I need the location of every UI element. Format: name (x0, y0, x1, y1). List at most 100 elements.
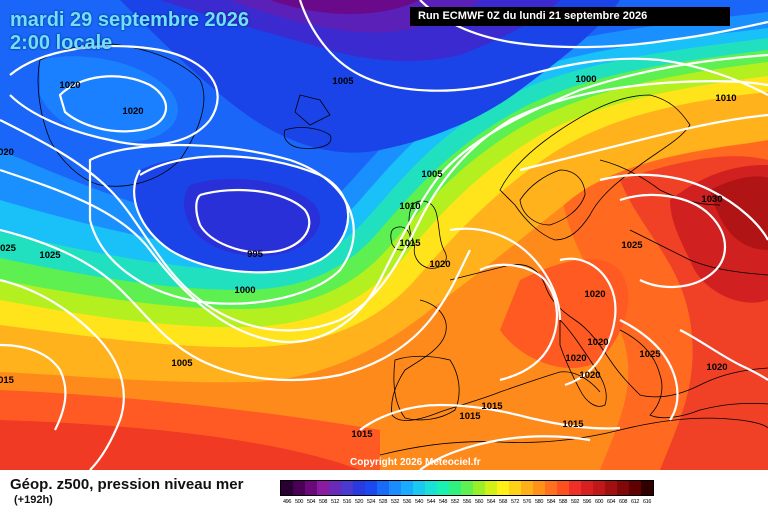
scale-swatch (377, 481, 389, 495)
scale-value-label: 608 (619, 499, 627, 505)
isobar-label: 1010 (715, 93, 736, 104)
isobar-label: 1010 (399, 201, 420, 212)
scale-value-label: 536 (403, 499, 411, 505)
isobar-label: 1020 (429, 259, 450, 270)
scale-value-label: 596 (583, 499, 591, 505)
scale-value-label: 572 (511, 499, 519, 505)
scale-swatch (293, 481, 305, 495)
scale-swatch (473, 481, 485, 495)
scale-value-label: 500 (295, 499, 303, 505)
isobar-label: 1000 (234, 285, 255, 296)
scale-swatch (497, 481, 509, 495)
isobar-label: 1015 (399, 238, 421, 249)
scale-swatch (317, 481, 329, 495)
scale-value-label: 604 (607, 499, 615, 505)
scale-swatch (545, 481, 557, 495)
scale-value-label: 496 (283, 499, 291, 505)
scale-value-label: 512 (331, 499, 339, 505)
isobar-label: 1000 (575, 74, 596, 85)
scale-value-label: 528 (379, 499, 387, 505)
scale-swatch (521, 481, 533, 495)
isobar-label: 1005 (332, 76, 354, 87)
isobar-label: 1020 (59, 80, 80, 91)
scale-swatch (437, 481, 449, 495)
scale-swatch (581, 481, 593, 495)
scale-swatch (281, 481, 293, 495)
scale-value-label: 612 (631, 499, 639, 505)
isobar-label: 1020 (587, 337, 608, 348)
isobar-label: 1020 (706, 362, 727, 373)
isobar-label: 1020 (565, 353, 586, 364)
scale-value-label: 540 (415, 499, 423, 505)
scale-swatch (617, 481, 629, 495)
isobar-label: 1020 (584, 289, 605, 300)
legend-forecast-hour: (+192h) (14, 494, 53, 506)
scale-swatch (569, 481, 581, 495)
scale-swatch (449, 481, 461, 495)
scale-swatch (509, 481, 521, 495)
isobar-label: 1025 (39, 250, 61, 261)
scale-swatch (629, 481, 641, 495)
scale-swatch (641, 481, 653, 495)
scale-swatch (461, 481, 473, 495)
forecast-date-title: mardi 29 septembre 2026 (10, 9, 250, 31)
scale-swatch (341, 481, 353, 495)
scale-swatch (401, 481, 413, 495)
scale-swatch (365, 481, 377, 495)
scale-value-label: 504 (307, 499, 315, 505)
scale-value-label: 532 (391, 499, 399, 505)
scale-value-label: 520 (355, 499, 363, 505)
scale-value-label: 552 (451, 499, 459, 505)
isobar-label: 1005 (421, 169, 443, 180)
model-run-info: Run ECMWF 0Z du lundi 21 septembre 2026 (410, 7, 730, 26)
scale-swatch (353, 481, 365, 495)
isobar-label: 1025 (621, 240, 643, 251)
scale-value-label: 568 (499, 499, 507, 505)
coastlines (37, 43, 768, 456)
isobar-label: 1015 (481, 401, 503, 412)
legend-title: Géop. z500, pression niveau mer (10, 476, 244, 493)
scale-value-label: 548 (439, 499, 447, 505)
color-scale-bar (280, 480, 654, 496)
color-scale-labels: 496 500 504 508 512 516 520 524 528 532 536 540 544 5… (281, 499, 653, 505)
isobar-label: 1015 (562, 419, 584, 430)
scale-value-label: 564 (487, 499, 495, 505)
isobar-label: 015 (0, 375, 15, 386)
isobar-label: 1005 (171, 358, 193, 369)
scale-swatch (329, 481, 341, 495)
isobars (0, 0, 768, 470)
scale-value-label: 600 (595, 499, 603, 505)
scale-swatch (605, 481, 617, 495)
scale-value-label: 580 (535, 499, 543, 505)
scale-value-label: 584 (547, 499, 555, 505)
scale-value-label: 516 (343, 499, 351, 505)
scale-value-label: 524 (367, 499, 375, 505)
scale-value-label: 508 (319, 499, 327, 505)
isobar-label: 1015 (459, 411, 481, 422)
scale-swatch (389, 481, 401, 495)
scale-value-label: 592 (571, 499, 579, 505)
scale-swatch (485, 481, 497, 495)
scale-swatch (557, 481, 569, 495)
isobar-label: 1030 (701, 194, 722, 205)
copyright-text: Copyright 2026 Meteociel.fr (350, 457, 481, 468)
isobar-label: 020 (0, 147, 14, 158)
forecast-time-title: 2:00 locale (10, 32, 113, 54)
scale-value-label: 556 (463, 499, 471, 505)
isobar-label: 1025 (639, 349, 661, 360)
scale-value-label: 616 (643, 499, 651, 505)
scale-swatch (305, 481, 317, 495)
scale-swatch (425, 481, 437, 495)
scale-value-label: 576 (523, 499, 531, 505)
scale-value-label: 588 (559, 499, 567, 505)
isobar-label: 1020 (122, 106, 143, 117)
scale-swatch (533, 481, 545, 495)
scale-value-label: 560 (475, 499, 483, 505)
isobar-label: 1015 (351, 429, 373, 440)
scale-swatch (593, 481, 605, 495)
isobar-label: 1020 (579, 370, 600, 381)
isobar-label: 995 (247, 249, 264, 260)
isobar-label: 025 (0, 243, 17, 254)
